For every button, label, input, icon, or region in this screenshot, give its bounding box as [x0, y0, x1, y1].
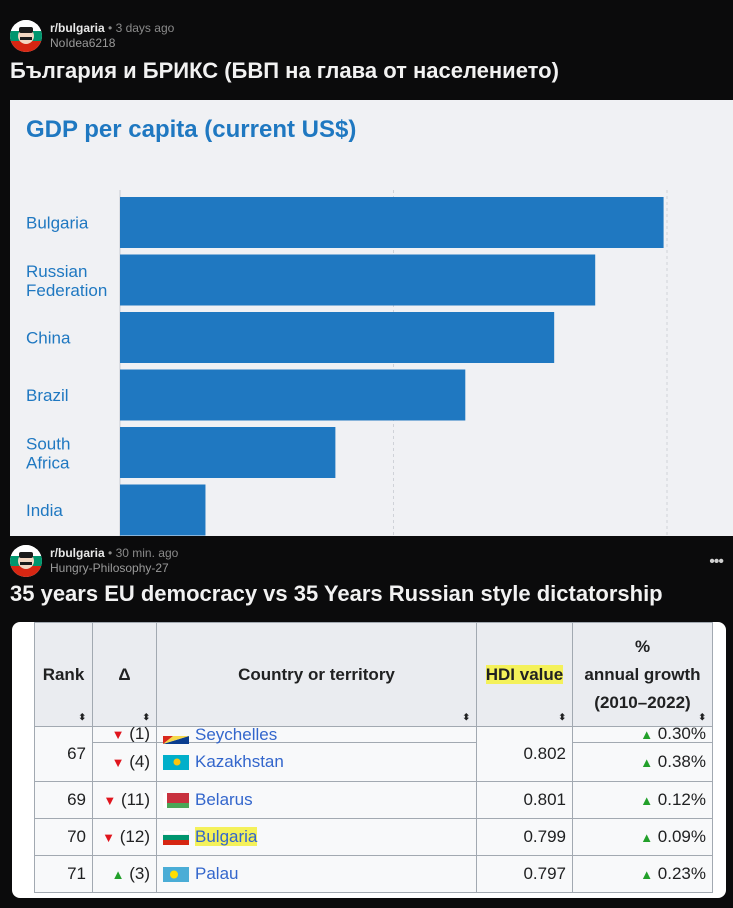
down-arrow-icon: ▼: [111, 727, 125, 742]
subreddit-name[interactable]: r/bulgaria: [50, 21, 105, 35]
category-label: China: [26, 329, 71, 348]
change-cell: ▼ (12): [92, 818, 157, 856]
category-label: India: [26, 501, 63, 520]
bulgaria-flag-icon: [162, 829, 190, 846]
category-label: Russian Federation: [26, 262, 107, 300]
hdi-table-image: Rank ⬍ Δ ⬍ Country or territory ⬍ HDI value…: [12, 622, 726, 898]
sort-icon[interactable]: ⬍: [78, 712, 86, 722]
subreddit-avatar[interactable]: [10, 545, 42, 577]
country-link[interactable]: Belarus: [195, 790, 253, 809]
country-cell: Bulgaria: [156, 818, 477, 856]
kazakhstan-flag-icon: [163, 755, 189, 771]
bar-india: [120, 484, 206, 536]
table-row: 70 ▼ (12) Bulgaria 0.799 ▲ 0.09%: [34, 818, 713, 856]
country-link[interactable]: Bulgaria: [195, 827, 258, 846]
post-title[interactable]: 35 years EU democracy vs 35 Years Russia…: [10, 581, 663, 606]
hdi-table: Rank ⬍ Δ ⬍ Country or territory ⬍ HDI value…: [34, 622, 713, 893]
palau-flag-icon: [163, 867, 189, 883]
seychelles-flag-icon: [163, 732, 189, 744]
post-header: r/bulgaria • 30 min. ago Hungry-Philosop…: [10, 543, 178, 579]
down-arrow-icon: ▼: [103, 793, 117, 808]
category-label: Brazil: [26, 386, 69, 405]
country-link[interactable]: Kazakhstan: [195, 752, 284, 771]
post-time: 3 days ago: [115, 21, 175, 35]
up-arrow-icon: ▲: [111, 867, 125, 882]
table-row: ▼ (4) Kazakhstan ▲ 0.38%: [35, 742, 713, 782]
post-author[interactable]: Hungry-Philosophy-27: [50, 561, 169, 575]
down-arrow-icon: ▼: [102, 830, 116, 845]
table-row: 69 ▼ (11) Belarus 0.801 ▲ 0.12%: [34, 781, 713, 819]
category-label: Bulgaria: [26, 214, 89, 233]
change-cell: ▼ (11): [92, 781, 157, 819]
bar-brazil: [120, 369, 466, 421]
up-arrow-icon: ▲: [640, 727, 654, 742]
change-cell: ▼ (1): [92, 726, 157, 743]
belarus-flag-icon: [163, 793, 189, 809]
post-time: 30 min. ago: [115, 546, 179, 560]
rank-cell: 67: [34, 726, 93, 782]
bar-chart: Bulgaria Russian Federation China Brazil Sout…: [26, 190, 668, 536]
change-cell: ▲ (3): [92, 855, 157, 893]
growth-cell: ▲ 0.09%: [572, 818, 713, 856]
rank-cell: 69: [34, 781, 93, 819]
growth-cell: ▲ 0.38%: [572, 742, 713, 782]
header-rank[interactable]: Rank ⬍: [34, 622, 93, 727]
post-title[interactable]: България и БРИКС (БВП на глава от населе…: [10, 58, 559, 83]
post-header: r/bulgaria • 3 days ago NoIdea6218: [10, 18, 174, 54]
bar-russian-federation: [120, 254, 596, 306]
country-cell: Palau: [156, 855, 477, 893]
sort-icon[interactable]: ⬍: [142, 712, 150, 722]
header-delta[interactable]: Δ ⬍: [92, 622, 157, 727]
growth-cell: ▲ 0.12%: [572, 781, 713, 819]
header-hdi[interactable]: HDI value ⬍: [476, 622, 573, 727]
bar-china: [120, 312, 555, 363]
more-horizontal-icon[interactable]: •••: [709, 553, 724, 570]
up-arrow-icon: ▲: [640, 867, 654, 882]
rank-cell: 70: [34, 818, 93, 856]
chart-image: Bulgaria Russian Federation China Brazil Sout…: [10, 100, 733, 536]
country-cell: Kazakhstan: [156, 742, 477, 782]
sort-icon[interactable]: ⬍: [698, 712, 706, 722]
up-arrow-icon: ▲: [640, 830, 654, 845]
up-arrow-icon: ▲: [640, 755, 654, 770]
subreddit-name[interactable]: r/bulgaria: [50, 546, 105, 560]
post-author[interactable]: NoIdea6218: [50, 36, 116, 50]
growth-cell: ▲ 0.23%: [572, 855, 713, 893]
up-arrow-icon: ▲: [640, 793, 654, 808]
growth-cell: ▲ 0.30%: [572, 725, 713, 743]
subreddit-avatar[interactable]: [10, 20, 42, 52]
rank-cell: 71: [34, 855, 93, 893]
down-arrow-icon: ▼: [111, 755, 125, 770]
country-link[interactable]: Seychelles: [195, 725, 278, 744]
hdi-cell: 0.797: [476, 855, 573, 893]
bar-bulgaria: [120, 197, 664, 248]
country-cell: Belarus: [156, 781, 477, 819]
hdi-cell: 0.801: [476, 781, 573, 819]
meta-separator: •: [108, 21, 113, 35]
sort-icon[interactable]: ⬍: [462, 712, 470, 722]
chart-title: GDP per capita (current US$): [26, 116, 357, 143]
table-row: 71 ▲ (3) Palau 0.797 ▲ 0.23%: [34, 855, 713, 893]
table-row: 67 ▼ (1) Seychelles 0.802 ▲ 0.30%: [34, 725, 713, 782]
country-link[interactable]: Palau: [195, 864, 239, 883]
hdi-cell: 0.802: [476, 726, 573, 782]
header-country[interactable]: Country or territory ⬍: [156, 622, 477, 727]
country-cell: Seychelles: [156, 725, 477, 744]
sort-icon[interactable]: ⬍: [558, 712, 566, 722]
header-growth[interactable]: % annual growth (2010–2022) ⬍: [572, 622, 713, 727]
category-label: South Africa: [26, 435, 70, 473]
bar-south-africa: [120, 427, 336, 478]
meta-separator: •: [108, 546, 113, 560]
hdi-cell: 0.799: [476, 818, 573, 856]
change-cell: ▼ (4): [92, 742, 157, 782]
